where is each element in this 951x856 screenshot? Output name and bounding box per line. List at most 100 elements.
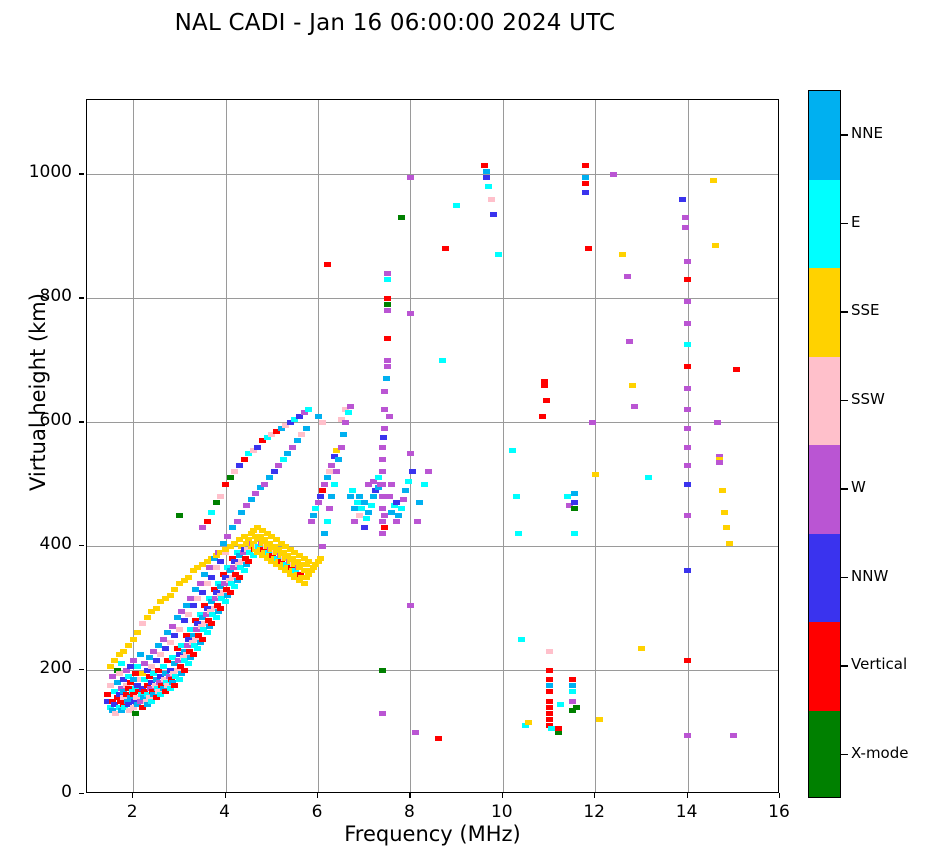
data-point [235, 574, 243, 580]
data-point [194, 645, 202, 651]
data-point [319, 487, 327, 493]
data-point [249, 528, 257, 534]
data-point [212, 565, 220, 571]
data-point [108, 698, 116, 704]
data-point [223, 587, 231, 593]
data-point [381, 425, 389, 431]
data-point [208, 574, 216, 580]
data-point [121, 704, 129, 710]
data-point [351, 518, 359, 524]
data-point [480, 162, 488, 168]
y-axis-title: Virtual height (km) [26, 293, 50, 491]
data-point [240, 534, 248, 540]
colorbar-segment-e [809, 179, 840, 268]
data-point [342, 419, 350, 425]
data-point [730, 732, 738, 738]
data-point [222, 546, 230, 552]
colorbar-label-nnw: NNW [851, 566, 889, 585]
data-point [307, 568, 315, 574]
data-point [173, 614, 181, 620]
data-point [589, 419, 597, 425]
data-point [282, 556, 290, 562]
data-point [210, 605, 218, 611]
data-point [406, 602, 414, 608]
data-point [286, 546, 294, 552]
data-point [296, 552, 304, 558]
data-point [178, 642, 186, 648]
data-point [356, 494, 364, 500]
data-point [189, 652, 197, 658]
data-point [283, 562, 291, 568]
colorbar-tick [841, 665, 848, 667]
data-point [312, 506, 320, 512]
data-point [113, 695, 121, 701]
data-point [208, 599, 216, 605]
data-point [485, 184, 493, 190]
data-point [222, 574, 230, 580]
data-point [252, 490, 260, 496]
data-point [570, 500, 578, 506]
data-point [596, 717, 604, 723]
data-point [106, 704, 114, 710]
data-point [425, 469, 433, 475]
data-point [202, 611, 210, 617]
data-point [203, 630, 211, 636]
data-point [591, 472, 599, 478]
x-axis-title: Frequency (MHz) [344, 822, 521, 846]
colorbar-tick [841, 222, 848, 225]
data-point [233, 577, 241, 583]
data-point [217, 494, 225, 500]
data-point [254, 525, 262, 531]
data-point [242, 562, 250, 568]
data-point [166, 686, 174, 692]
data-point [321, 481, 329, 487]
data-point [582, 181, 590, 187]
data-point [328, 494, 336, 500]
data-point [513, 494, 521, 500]
data-point [573, 704, 581, 710]
data-point [199, 525, 206, 531]
data-point [111, 689, 119, 695]
data-point [126, 707, 133, 713]
data-point [178, 608, 186, 614]
data-point [215, 580, 223, 586]
data-point [681, 215, 689, 221]
data-point [229, 556, 237, 562]
data-point [381, 407, 389, 413]
data-point [180, 648, 188, 654]
data-point [129, 658, 137, 664]
data-point [416, 500, 424, 506]
y-tick-label: 400 [39, 534, 72, 555]
y-tick-label: 0 [61, 782, 72, 802]
x-tick [409, 793, 411, 798]
data-point [314, 413, 322, 419]
data-point [129, 676, 137, 682]
data-point [219, 571, 227, 577]
data-point [139, 695, 147, 701]
data-point [145, 695, 153, 701]
data-point [684, 407, 692, 413]
data-point [195, 633, 203, 639]
data-point [379, 506, 387, 512]
data-point [374, 484, 382, 490]
data-point [335, 456, 343, 462]
data-point [522, 723, 530, 729]
data-point [314, 559, 322, 565]
colorbar-tick [841, 134, 848, 136]
data-point [120, 676, 128, 682]
data-point [563, 494, 571, 500]
data-point [120, 701, 128, 707]
gridline-horizontal [87, 174, 778, 176]
data-point [111, 701, 119, 707]
data-point [242, 540, 250, 546]
gridline-horizontal [87, 546, 778, 548]
data-point [404, 478, 412, 484]
data-point [353, 500, 361, 506]
data-point [390, 503, 398, 509]
data-point [282, 568, 290, 574]
data-point [199, 590, 206, 596]
data-point [268, 534, 276, 540]
data-point [252, 546, 260, 552]
data-point [360, 500, 368, 506]
